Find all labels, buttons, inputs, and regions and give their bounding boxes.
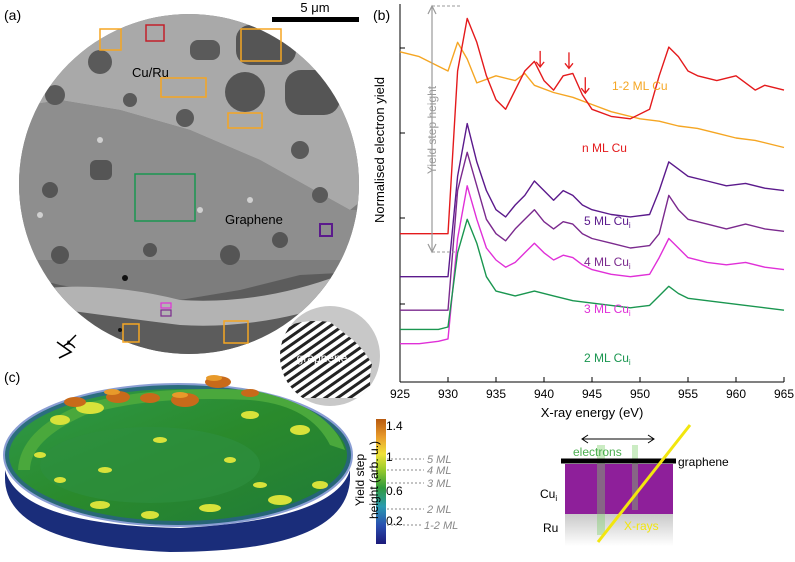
roi-box-orange-2 (240, 28, 282, 62)
terrain-3d-view (3, 375, 353, 552)
series-line-1 (400, 17, 785, 235)
roi-box-violet (160, 309, 172, 317)
roi-box-orange-1 (99, 28, 122, 51)
electron-beam-right (632, 445, 638, 510)
inset-graphene-label: graphene (297, 351, 348, 365)
cu-label-text: Cu (540, 487, 555, 501)
ml-label-4: 4 ML (427, 465, 451, 477)
panel-b-label: (b) (373, 7, 390, 23)
colorbar-tick-0-2: 0.2 (386, 514, 403, 528)
series-label-1-2-ml-cu: 1-2 ML Cu (612, 79, 668, 93)
series-label-2-ml: 2 ML Cui (584, 351, 631, 367)
y-axis-title: Normalised electron yield (372, 77, 387, 223)
beam-direction-icon (56, 334, 77, 359)
x-tick-label-4: 945 (582, 387, 602, 401)
panel-a-label: (a) (4, 7, 21, 23)
schematic-graphene-label: graphene (678, 455, 729, 469)
yield-step-annotation: Yield step height (425, 4, 462, 254)
ml-label-2: 2 ML (426, 504, 451, 516)
series-line-3 (400, 151, 785, 311)
x-axis-title: X-ray energy (eV) (541, 405, 644, 420)
series-label-2-ml-sub: i (629, 358, 631, 367)
cu-label: Cui (540, 487, 557, 503)
series-line-4 (400, 185, 785, 345)
series-label-3-ml-sub: i (629, 309, 631, 318)
x-tick-label-6: 955 (678, 387, 698, 401)
roi-box-orange-5 (122, 323, 140, 343)
ml-label-3: 3 ML (427, 478, 451, 490)
roi-box-green (134, 173, 196, 222)
cu-ru-region-label: Cu/Ru (132, 65, 169, 80)
colorbar: Yield step height (arb. u.) 1.4 1 0.6 0.… (353, 419, 458, 544)
panel-c: (c) (3, 369, 458, 552)
x-tick-label-2: 935 (486, 387, 506, 401)
series-line-2 (400, 122, 785, 278)
xas-chart: 925 930 935 940 945 950 955 960 965 Yield step h… (372, 4, 794, 420)
series-label-4-ml-sub: i (629, 262, 631, 271)
scale-bar-label: 5 μm (300, 0, 329, 15)
peak-arrows (535, 50, 590, 95)
series-line-5 (400, 218, 785, 331)
graphene-coverage-inset: graphene (280, 306, 380, 406)
ml-label-5: 5 ML (427, 454, 451, 466)
series-label-2-ml-text: 2 ML Cu (584, 351, 629, 365)
roi-box-orange-4 (227, 112, 263, 129)
series-label-n-ml-cu: n ML Cu (582, 141, 627, 155)
yield-step-label: Yield step height (425, 85, 439, 174)
roi-box-magenta-1 (160, 302, 172, 309)
cu-layer (565, 464, 673, 514)
cu-label-sub: i (555, 494, 557, 503)
x-tick-label-7: 960 (726, 387, 746, 401)
x-ticks: 925 930 935 940 945 950 955 960 965 (390, 377, 794, 401)
peak-arrow-0 (535, 50, 545, 68)
colorbar-tick-0-6: 0.6 (386, 484, 403, 498)
xrays-label: X-rays (624, 519, 659, 533)
ru-substrate (565, 514, 673, 546)
series-label-5-ml-text: 5 ML Cu (584, 214, 629, 228)
series-layer (399, 17, 785, 345)
panel-b: (b) 925 930 935 940 945 950 955 960 965 Yield st… (372, 4, 794, 420)
roi-box-red (145, 24, 165, 42)
scale-bar (272, 17, 359, 22)
colorbar-gradient (376, 419, 386, 544)
x-tick-label-0: 925 (390, 387, 410, 401)
series-label-4-ml-text: 4 ML Cu (584, 255, 629, 269)
panel-a: (a) (4, 0, 380, 406)
x-tick-label-1: 930 (438, 387, 458, 401)
ml-label-1-2: 1-2 ML (424, 520, 458, 532)
series-line-0 (399, 41, 785, 149)
electrons-label: electrons (573, 445, 622, 459)
x-tick-label-8: 965 (774, 387, 794, 401)
schematic: electrons graphene Cui Ru X-rays (540, 424, 729, 546)
ml-level-labels: 5 ML 4 ML 3 ML 2 ML 1-2 ML (424, 454, 458, 532)
roi-box-orange-3 (160, 77, 207, 98)
colorbar-title-line-1: Yield step (353, 454, 367, 507)
electron-beam-left (597, 445, 605, 535)
series-label-3-ml-text: 3 ML Cu (584, 302, 629, 316)
roi-box-orange-6 (223, 320, 249, 344)
ru-label: Ru (543, 521, 558, 535)
x-tick-label-3: 940 (534, 387, 554, 401)
series-label-4-ml: 4 ML Cui (584, 255, 631, 271)
series-label-5-ml-sub: i (629, 221, 631, 230)
colorbar-tick-1-4: 1.4 (386, 419, 403, 433)
roi-box-purple (319, 223, 333, 237)
graphene-region-label: Graphene (225, 212, 283, 227)
series-label-5-ml: 5 ML Cui (584, 214, 631, 230)
panel-c-label: (c) (4, 369, 20, 385)
peak-arrow-2 (580, 77, 590, 95)
xray-beam (596, 424, 692, 543)
colorbar-title-line-2: height (arb. u.) (367, 441, 381, 519)
peak-arrow-1 (564, 52, 574, 70)
series-label-3-ml: 3 ML Cui (584, 302, 631, 318)
x-tick-label-5: 950 (630, 387, 650, 401)
colorbar-tick-1: 1 (386, 450, 393, 464)
ml-level-arrows (387, 458, 424, 526)
